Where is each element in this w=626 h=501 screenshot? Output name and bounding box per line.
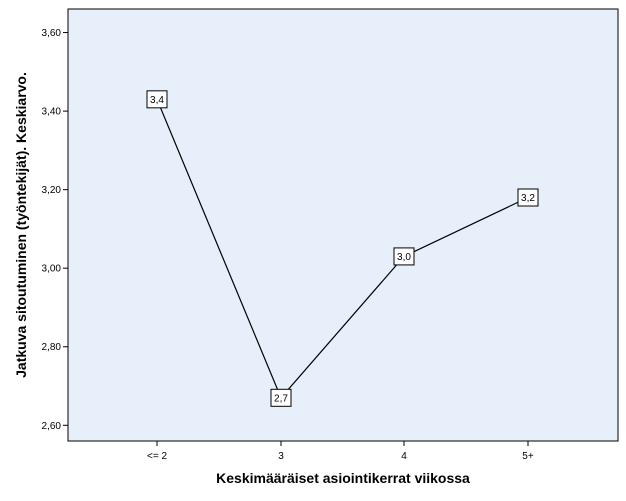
data-label: 3,4 xyxy=(150,95,164,106)
y-tick-label: 3,20 xyxy=(42,185,62,196)
data-label: 2,7 xyxy=(274,393,288,404)
x-tick-label: 4 xyxy=(401,451,407,462)
y-tick-label: 3,40 xyxy=(42,107,62,118)
y-tick-label: 3,00 xyxy=(42,264,62,275)
data-label-box xyxy=(270,388,292,407)
x-tick-label: 5+ xyxy=(522,451,534,462)
y-axis-title: Jatkuva sitoutuminen (työntekijät). Kesk… xyxy=(13,72,29,378)
data-point: 3,2 xyxy=(517,188,539,207)
data-point: 3,4 xyxy=(146,90,168,109)
series-group: 3,4 2,7 3,0 3,2 xyxy=(146,90,539,407)
data-label-box xyxy=(393,247,415,266)
x-axis: <= 2 3 4 5+ xyxy=(147,441,534,462)
data-label: 3,0 xyxy=(397,252,411,263)
x-tick-label: 3 xyxy=(278,451,284,462)
plot-area xyxy=(67,8,619,442)
x-axis-title: Keskimääräiset asiointikerrat viikossa xyxy=(216,470,470,486)
data-point: 3,0 xyxy=(393,247,415,266)
data-point: 2,7 xyxy=(270,388,292,407)
y-tick-label: 2,80 xyxy=(42,342,62,353)
series-line xyxy=(156,99,529,399)
y-tick-label: 2,60 xyxy=(42,421,62,432)
y-tick-label: 3,60 xyxy=(42,28,62,39)
x-tick-label: <= 2 xyxy=(147,451,167,462)
data-label: 3,2 xyxy=(521,193,535,204)
data-label-box xyxy=(517,188,539,207)
y-axis: 2,60 2,80 3,00 3,20 3,40 3,60 xyxy=(42,28,68,432)
data-label-box xyxy=(146,90,168,109)
